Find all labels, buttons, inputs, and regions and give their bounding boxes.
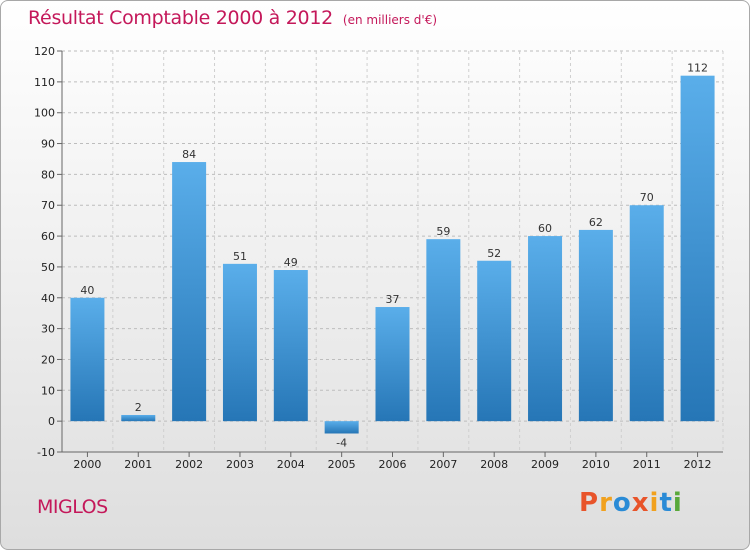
y-tick-label: 30 bbox=[41, 323, 55, 336]
y-tick-label: 70 bbox=[41, 199, 55, 212]
data-label-2007: 59 bbox=[436, 225, 450, 238]
y-tick-label: 120 bbox=[34, 45, 55, 58]
logo-letter: o bbox=[612, 488, 632, 518]
bar-2001[interactable] bbox=[121, 414, 156, 422]
bar-2002[interactable] bbox=[172, 162, 207, 422]
y-tick-label: 90 bbox=[41, 138, 55, 151]
bar-2005[interactable] bbox=[324, 421, 359, 434]
chart-subtitle: (en milliers d'€) bbox=[342, 13, 438, 27]
commune-name: MIGLOS bbox=[37, 496, 108, 518]
x-tick-label: 2001 bbox=[124, 458, 152, 471]
title-text: Résultat Comptable 2000 à 2012 bbox=[28, 7, 333, 29]
y-tick-label: 0 bbox=[48, 415, 55, 428]
data-label-2011: 70 bbox=[640, 191, 654, 204]
y-tick-label: 80 bbox=[41, 168, 55, 181]
data-label-2002: 84 bbox=[182, 148, 196, 161]
x-tick-label: 2009 bbox=[531, 458, 559, 471]
axis-layer: -10 0 10 20 30 40 50 60 70 80 90 100 110 120 2000 2001 2… bbox=[34, 45, 723, 471]
logo-letter: P bbox=[579, 488, 600, 518]
bar-2004[interactable] bbox=[273, 270, 308, 422]
x-tick-label: 2000 bbox=[73, 458, 101, 471]
data-label-2000: 40 bbox=[80, 284, 94, 297]
data-label-2004: 49 bbox=[284, 256, 298, 269]
bar-2012[interactable] bbox=[680, 75, 715, 422]
data-label-2010: 62 bbox=[589, 216, 603, 229]
bar-2000[interactable] bbox=[70, 297, 105, 422]
x-tick-label: 2011 bbox=[633, 458, 661, 471]
y-tick-label: 10 bbox=[41, 384, 55, 397]
data-label-2006: 37 bbox=[386, 293, 400, 306]
y-tick-label: 50 bbox=[41, 261, 55, 274]
x-tick-label: 2005 bbox=[328, 458, 356, 471]
logo-letter: t bbox=[659, 488, 673, 518]
logo-letter: x bbox=[631, 488, 650, 518]
chart-title: Résultat Comptable 2000 à 2012 (en millie… bbox=[28, 7, 437, 29]
x-tick-label: 2010 bbox=[582, 458, 610, 471]
data-label-2008: 52 bbox=[487, 247, 501, 260]
y-tick-label: 100 bbox=[34, 107, 55, 120]
data-label-2005: -4 bbox=[336, 436, 347, 449]
logo-letter: r bbox=[599, 488, 613, 518]
y-tick-label: 20 bbox=[41, 353, 55, 366]
data-label-2003: 51 bbox=[233, 250, 247, 263]
y-tick-label: 40 bbox=[41, 292, 55, 305]
bar-layer: 40 2 84 51 49 -4 37 59 52 60 62 70 112 bbox=[70, 62, 715, 449]
y-tick-label: -10 bbox=[37, 446, 55, 459]
x-tick-label: 2004 bbox=[277, 458, 305, 471]
bar-2011[interactable] bbox=[629, 205, 664, 422]
y-tick-label: 110 bbox=[34, 76, 55, 89]
bar-2003[interactable] bbox=[222, 263, 257, 422]
x-tick-label: 2002 bbox=[175, 458, 203, 471]
x-tick-label: 2007 bbox=[429, 458, 457, 471]
data-label-2012: 112 bbox=[687, 62, 708, 75]
data-label-2009: 60 bbox=[538, 222, 552, 235]
proxiti-logo[interactable]: Proxiti bbox=[579, 488, 683, 518]
x-tick-label: 2008 bbox=[480, 458, 508, 471]
data-label-2001: 2 bbox=[135, 401, 142, 414]
bar-2008[interactable] bbox=[477, 260, 512, 422]
x-tick-label: 2012 bbox=[684, 458, 712, 471]
x-tick-label: 2003 bbox=[226, 458, 254, 471]
logo-letter: i bbox=[649, 488, 660, 518]
bar-2010[interactable] bbox=[578, 229, 613, 422]
y-tick-label: 60 bbox=[41, 230, 55, 243]
bar-2007[interactable] bbox=[426, 239, 461, 422]
logo-letter: i bbox=[672, 488, 683, 518]
bar-2009[interactable] bbox=[528, 236, 563, 422]
x-tick-label: 2006 bbox=[379, 458, 407, 471]
bar-2006[interactable] bbox=[375, 307, 410, 422]
